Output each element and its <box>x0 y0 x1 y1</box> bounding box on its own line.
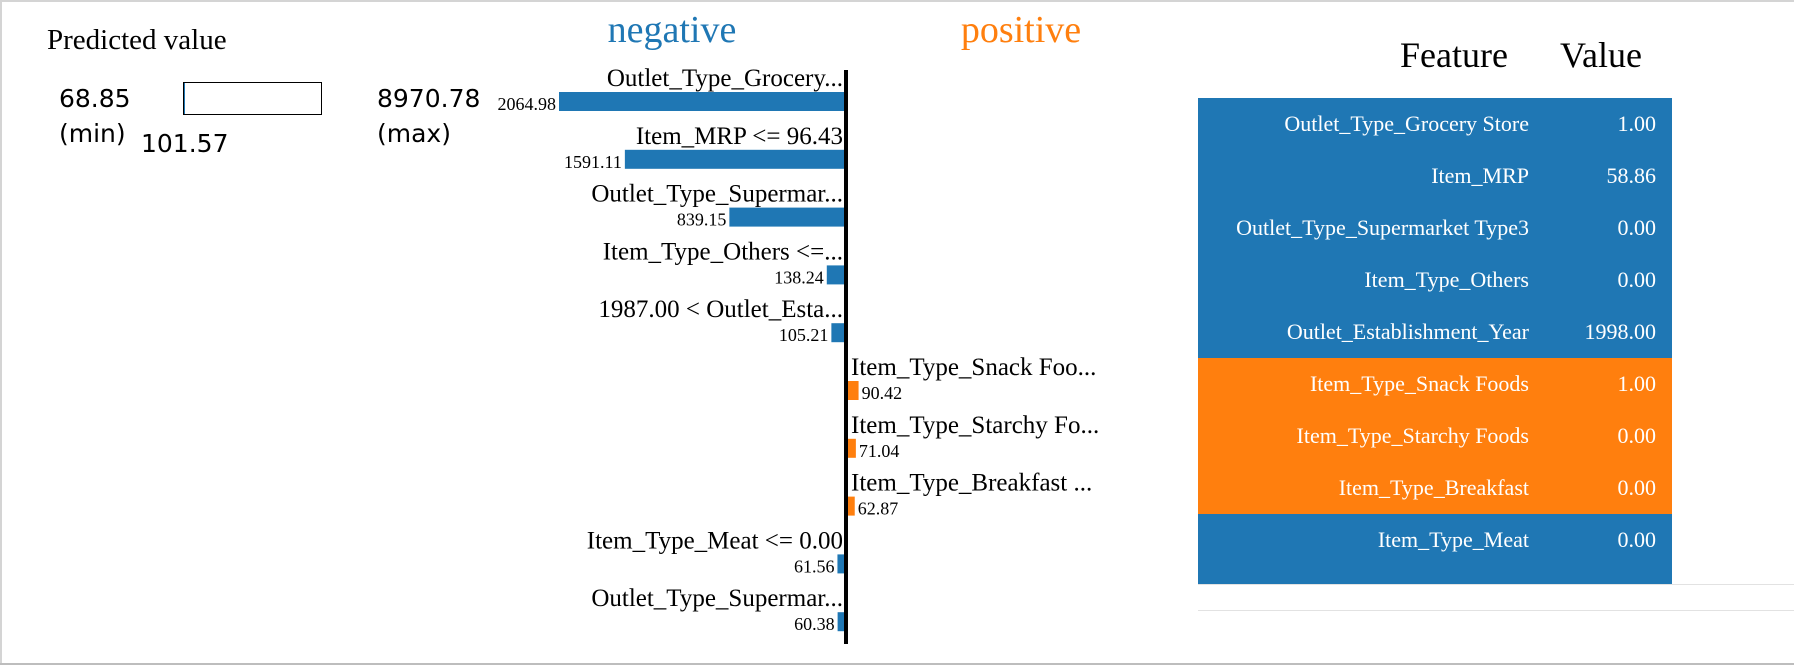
table-tail <box>1198 566 1672 584</box>
table-row: Outlet_Type_Grocery Store 1.00 <box>1198 98 1672 150</box>
contribution-bar-value: 60.38 <box>794 614 835 634</box>
predicted-value-title: Predicted value <box>47 24 227 56</box>
frame-top-border <box>0 0 1794 2</box>
table-cell-value: 0.00 <box>1617 423 1657 448</box>
contribution-bar-value: 90.42 <box>862 383 903 403</box>
table-cell-feature: Item_Type_Starchy Foods <box>1296 423 1529 448</box>
table-cell-value: 0.00 <box>1617 215 1657 240</box>
table-row: Item_Type_Starchy Foods 0.00 <box>1198 410 1672 462</box>
table-row: Outlet_Establishment_Year 1998.00 <box>1198 306 1672 358</box>
table-cell-feature: Outlet_Establishment_Year <box>1286 319 1529 344</box>
table-cell-value: 1998.00 <box>1584 319 1657 344</box>
contribution-bar <box>729 207 846 227</box>
zero-axis-line <box>844 70 848 644</box>
table-divider-lower <box>1198 610 1794 611</box>
predicted-max-value: 8970.78 <box>377 84 481 113</box>
contribution-bar-label: Item_Type_Snack Foo... <box>851 354 1096 381</box>
table-row: Item_MRP 58.86 <box>1198 150 1672 202</box>
contribution-bar <box>837 612 846 632</box>
table-row: Item_Type_Snack Foods 1.00 <box>1198 358 1672 410</box>
contribution-bar-label: Item_Type_Meat <= 0.00 <box>587 527 843 554</box>
table-cell-feature: Item_MRP <box>1431 163 1529 188</box>
predicted-max-label: (max) <box>377 119 451 148</box>
table-cell-value: 0.00 <box>1617 527 1657 552</box>
table-row: Item_Type_Others 0.00 <box>1198 254 1672 306</box>
contribution-bar-value: 105.21 <box>779 325 829 345</box>
table-cell-feature: Item_Type_Others <box>1364 267 1529 292</box>
contribution-bar-label: Item_Type_Others <=... <box>603 238 843 265</box>
contribution-bar-value: 61.56 <box>794 556 835 576</box>
contribution-bar-label: Outlet_Type_Supermar... <box>591 181 843 208</box>
table-cell-value: 0.00 <box>1617 267 1657 292</box>
table-cell-feature: Outlet_Type_Supermarket Type3 <box>1236 215 1529 240</box>
contribution-bar-value: 71.04 <box>859 441 900 461</box>
contribution-bar <box>846 496 855 516</box>
predicted-value: 101.57 <box>141 129 229 158</box>
table-cell-feature: Item_Type_Snack Foods <box>1309 371 1529 396</box>
contribution-bar-label: Outlet_Type_Grocery... <box>607 65 843 92</box>
contribution-bar-value: 1591.11 <box>564 152 622 172</box>
frame-bottom-border <box>0 663 1794 665</box>
predicted-value-bar-frame <box>183 82 322 115</box>
table-cell-feature: Item_Type_Breakfast <box>1338 475 1529 500</box>
contribution-bar <box>846 381 859 400</box>
contribution-bar <box>846 438 856 458</box>
contribution-bar <box>831 323 846 343</box>
table-cell-feature: Item_Type_Meat <box>1377 527 1529 552</box>
predicted-value-bar-fill <box>184 83 185 114</box>
frame-left-border <box>0 0 2 665</box>
contribution-bar-value: 62.87 <box>858 499 899 519</box>
contribution-bar-value: 2064.98 <box>498 94 557 114</box>
contribution-chart: negative positive Outlet_Type_Grocery... 20… <box>498 9 1099 644</box>
table-cell-value: 1.00 <box>1617 111 1657 136</box>
table-cell-value: 58.86 <box>1606 163 1657 188</box>
table-divider <box>1198 584 1794 585</box>
legend-positive-label: positive <box>961 9 1081 51</box>
contribution-bar-label: Item_Type_Breakfast ... <box>851 470 1092 497</box>
table-header-feature: Feature <box>1400 35 1508 75</box>
contribution-bar-label: 1987.00 < Outlet_Esta... <box>598 296 843 323</box>
table-row: Item_Type_Breakfast 0.00 <box>1198 462 1672 514</box>
contribution-bar-label: Item_Type_Starchy Fo... <box>851 412 1099 439</box>
contribution-bar <box>624 149 846 169</box>
contribution-bar-value: 839.15 <box>677 210 727 230</box>
contribution-bar <box>559 92 846 111</box>
table-header-value: Value <box>1560 35 1642 75</box>
contribution-bar <box>826 265 846 285</box>
legend-negative-label: negative <box>608 9 737 51</box>
table-row: Item_Type_Meat 0.00 <box>1198 514 1672 566</box>
table-cell-feature: Outlet_Type_Grocery Store <box>1284 111 1529 136</box>
contribution-bar-label: Outlet_Type_Supermar... <box>591 585 843 612</box>
contribution-bar-label: Item_MRP <= 96.43 <box>636 123 843 150</box>
feature-value-table: Outlet_Type_Grocery Store 1.00 Item_MRP 58.… <box>1198 98 1672 566</box>
contribution-bar <box>837 554 846 574</box>
table-cell-value: 1.00 <box>1617 371 1657 396</box>
predicted-min-label: (min) <box>59 119 126 148</box>
contribution-bar-value: 138.24 <box>774 267 824 287</box>
table-row: Outlet_Type_Supermarket Type3 0.00 <box>1198 202 1672 254</box>
predicted-min-value: 68.85 <box>59 84 131 113</box>
table-cell-value: 0.00 <box>1617 475 1657 500</box>
